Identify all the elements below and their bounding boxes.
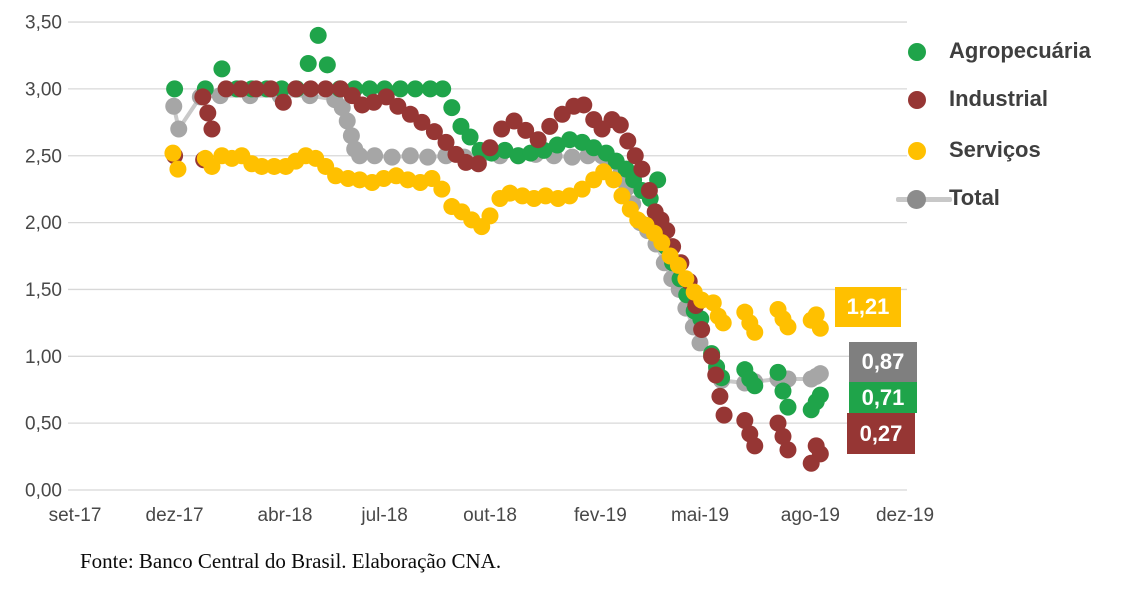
end-label-industrial: 0,27 bbox=[847, 413, 915, 454]
svg-text:0,00: 0,00 bbox=[25, 481, 62, 502]
industrial-dot-icon bbox=[908, 91, 926, 109]
svg-text:jul-18: jul-18 bbox=[360, 505, 407, 526]
svg-text:set-17: set-17 bbox=[49, 505, 102, 526]
svg-text:3,50: 3,50 bbox=[25, 13, 62, 34]
end-label-servicos: 1,21 bbox=[835, 287, 901, 327]
end-label-total: 0,87 bbox=[849, 342, 917, 382]
legend-label: Total bbox=[949, 185, 1000, 210]
legend-label: Agropecuária bbox=[949, 38, 1091, 63]
svg-text:fev-19: fev-19 bbox=[574, 505, 627, 526]
svg-text:3,00: 3,00 bbox=[25, 79, 62, 100]
svg-text:2,00: 2,00 bbox=[25, 213, 62, 234]
total-dot-icon bbox=[907, 190, 926, 209]
y-axis-labels: 3,50 3,00 2,50 2,00 1,50 1,00 0,50 0,00 bbox=[25, 13, 62, 502]
legend-label: Serviços bbox=[949, 137, 1041, 162]
svg-text:dez-17: dez-17 bbox=[146, 505, 204, 526]
svg-text:1,50: 1,50 bbox=[25, 280, 62, 301]
series-servicos bbox=[164, 144, 829, 341]
svg-text:abr-18: abr-18 bbox=[258, 505, 313, 526]
svg-text:ago-19: ago-19 bbox=[781, 505, 840, 526]
agropecuaria-dot-icon bbox=[908, 43, 926, 61]
svg-text:out-18: out-18 bbox=[463, 505, 517, 526]
x-axis-labels: set-17 dez-17 abr-18 jul-18 out-18 fev-19 mai-… bbox=[49, 505, 934, 526]
svg-text:2,50: 2,50 bbox=[25, 146, 62, 167]
servicos-dot-icon bbox=[908, 142, 926, 160]
svg-text:dez-19: dez-19 bbox=[876, 505, 934, 526]
svg-text:0,50: 0,50 bbox=[25, 414, 62, 435]
end-label-agropecuaria: 0,71 bbox=[849, 382, 917, 413]
svg-text:1,00: 1,00 bbox=[25, 347, 62, 368]
series-industrial bbox=[166, 80, 829, 472]
chart-canvas: 3,50 3,00 2,50 2,00 1,50 1,00 0,50 0,00 set-17 de… bbox=[25, 13, 934, 526]
svg-text:mai-19: mai-19 bbox=[671, 505, 729, 526]
source-note: Fonte: Banco Central do Brasil. Elaboraç… bbox=[80, 549, 502, 573]
legend-label: Industrial bbox=[949, 86, 1049, 111]
